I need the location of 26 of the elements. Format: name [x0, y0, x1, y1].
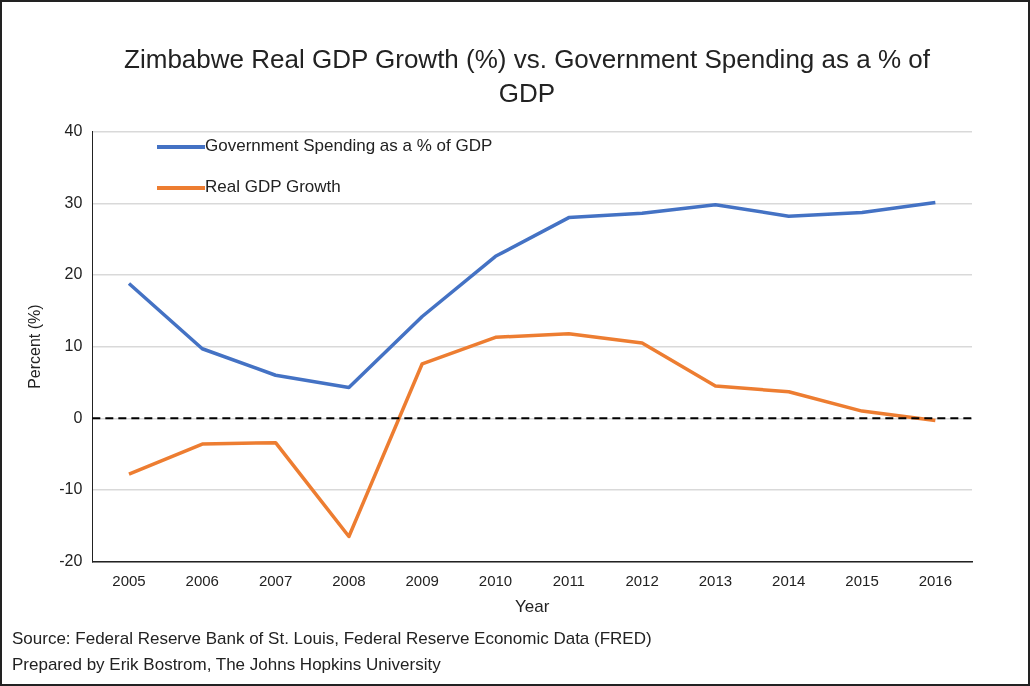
y-tick-label: 0	[73, 408, 83, 426]
x-tick-label: 2012	[625, 571, 659, 589]
x-tick-label: 2009	[405, 571, 439, 589]
y-axis-title: Percent (%)	[26, 304, 44, 389]
x-tick-label: 2016	[918, 571, 953, 589]
legend-label: Government Spending as a % of GDP	[205, 135, 493, 157]
x-tick-label: 2011	[552, 571, 585, 589]
source-note: Source: Federal Reserve Bank of St. Louis, Federal Reserve Economic Data (FRED)	[12, 628, 652, 650]
x-tick-label: 2010	[478, 571, 513, 589]
x-tick-label: 2013	[698, 571, 733, 589]
x-axis-title: Year	[514, 597, 550, 617]
y-tick-label: 40	[64, 122, 83, 140]
x-tick-label: 2005	[112, 571, 146, 589]
legend-label: Real GDP Growth	[205, 176, 341, 198]
y-tick-label: -20	[59, 552, 83, 570]
chart-title: Zimbabwe Real GDP Growth (%) vs. Government Spending as a % of GDP	[123, 43, 931, 110]
x-tick-label: 2008	[332, 571, 366, 589]
x-tick-label: 2007	[258, 571, 293, 589]
y-tick-label: 30	[64, 193, 83, 211]
x-tick-label: 2015	[845, 571, 879, 589]
y-tick-label: -10	[59, 480, 83, 498]
x-tick-label: 2014	[772, 571, 806, 589]
x-tick-label: 2006	[185, 571, 219, 589]
y-tick-label: 20	[64, 265, 83, 283]
y-tick-label: 10	[64, 337, 83, 355]
text: Prepared by Erik Bostrom, The Johns Hopkins University	[12, 654, 442, 676]
